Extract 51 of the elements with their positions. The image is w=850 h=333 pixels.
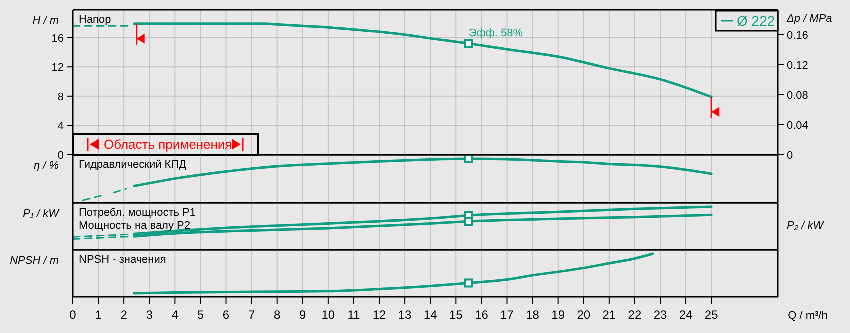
y-axis-title: NPSH / m [10, 255, 59, 267]
x-tick-label: 21 [602, 308, 616, 322]
y-tick-label: 16 [52, 32, 64, 45]
x-tick-label: 11 [348, 308, 361, 322]
y2-tick-label: 0 [787, 150, 794, 162]
y-tick-label: 8 [58, 91, 64, 104]
x-tick-label: 0 [70, 308, 77, 322]
x-tick-label: 24 [679, 308, 694, 322]
x-tick-label: 9 [300, 308, 307, 322]
x-tick-label: 8 [274, 308, 282, 322]
y2-tick-label: 0.04 [787, 120, 808, 132]
x-tick-label: 3 [146, 308, 154, 322]
x-tick-label: 7 [248, 308, 256, 322]
y2-tick-label: 0.16 [787, 30, 808, 42]
annotation: Область применения [104, 137, 232, 152]
annotation: Мощность на валу P2 [79, 220, 190, 232]
x-tick-label: 18 [526, 308, 540, 322]
x-tick-label: 16 [475, 308, 489, 322]
x-axis-title: Q / m³/h [788, 310, 828, 322]
y-axis-title: H / m [32, 15, 59, 27]
x-tick-label: 2 [120, 308, 128, 322]
annotation: Напор [79, 14, 112, 26]
x-tick-label: 10 [322, 308, 336, 322]
x-tick-label: 15 [449, 308, 464, 322]
y2-tick-label: 0.08 [787, 90, 808, 102]
x-tick-label: 13 [398, 308, 412, 322]
x-tick-label: 20 [577, 308, 591, 322]
x-tick-label: 12 [372, 308, 387, 322]
annotation: Эфф. 58% [468, 28, 524, 40]
x-tick-label: 5 [197, 308, 204, 322]
legend-label: Ø 222 [737, 13, 776, 29]
x-tick-label: 25 [704, 308, 719, 322]
x-tick-label: 6 [222, 308, 230, 322]
y-axis-title: P₁ / kW [23, 208, 61, 220]
y-tick-label: 4 [58, 120, 64, 133]
y-axis-title: η / % [34, 160, 60, 172]
x-tick-label: 22 [628, 308, 642, 322]
annotation: Гидравлический КПД [79, 159, 188, 171]
y2-axis-title: P₂ / kW [787, 220, 826, 232]
x-tick-label: 23 [654, 308, 668, 322]
x-tick-label: 4 [172, 308, 179, 322]
annotation: Потребл. мощность P1 [79, 207, 196, 219]
x-tick-label: 19 [552, 308, 566, 322]
y2-axis-title: Δp / MPa [786, 13, 832, 25]
x-tick-label: 14 [424, 308, 438, 322]
y-tick-label: 12 [52, 62, 64, 74]
x-tick-label: 1 [95, 308, 102, 322]
x-tick-label: 17 [500, 308, 514, 322]
annotation: NPSH - значения [79, 254, 166, 266]
y2-tick-label: 0.12 [787, 60, 808, 72]
y-tick-label: 0 [58, 150, 64, 162]
